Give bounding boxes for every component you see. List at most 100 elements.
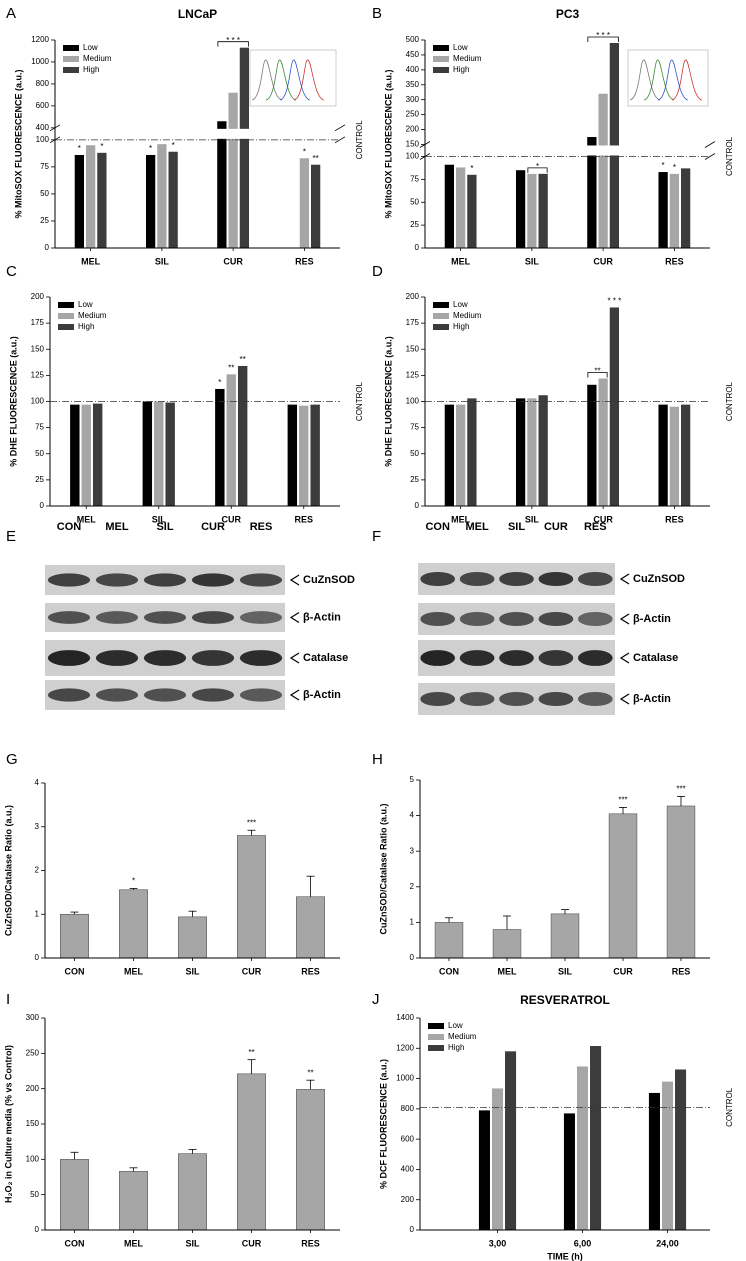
bar — [74, 154, 84, 248]
lane-label: SIL — [156, 521, 173, 533]
blot-band — [499, 650, 534, 666]
y-tick-label: 400 — [36, 123, 50, 132]
axis-break-gap — [49, 128, 346, 139]
blot-arrow — [289, 689, 300, 701]
y-tick-label: 25 — [35, 475, 44, 484]
blot-band — [577, 691, 613, 707]
y-tick-label: 25 — [410, 475, 419, 484]
bracket — [587, 372, 608, 378]
y-tick-label: 300 — [406, 95, 420, 104]
panel-letter: E — [6, 528, 16, 545]
y-tick-label: 150 — [406, 344, 420, 353]
blot-row-label: β-Actin — [303, 689, 341, 701]
y-tick-label: 150 — [406, 140, 420, 149]
x-tick-label: MEL — [498, 966, 518, 976]
y-tick-label: 2 — [410, 882, 415, 891]
error-bar — [188, 910, 197, 917]
inset-curve — [671, 59, 703, 101]
y-tick-label: 25 — [40, 216, 49, 225]
error-bar — [247, 829, 256, 836]
bar — [299, 158, 310, 248]
y-tick-label: 1000 — [396, 1074, 414, 1083]
y-tick-label: 200 — [406, 125, 420, 134]
legend-label: High — [448, 1043, 464, 1052]
y-axis-label: CuZnSOD/Catalase Ratio (a.u.) — [3, 805, 13, 936]
error-bar — [70, 911, 79, 915]
legend-label: Low — [448, 1021, 463, 1030]
panel-letter: H — [372, 751, 383, 768]
legend-swatch — [433, 45, 449, 51]
y-tick-label: 125 — [31, 370, 45, 379]
legend-label: High — [453, 65, 469, 74]
bar — [444, 164, 454, 248]
legend-label: High — [83, 65, 99, 74]
y-tick-label: 50 — [30, 1190, 39, 1199]
x-tick-label: RES — [665, 256, 684, 266]
legend-label: Medium — [453, 311, 482, 320]
y-tick-label: 150 — [26, 1119, 40, 1128]
inset-curve — [293, 59, 325, 101]
y-tick-label: 75 — [40, 162, 49, 171]
blot-band — [420, 571, 456, 587]
y-tick-label: 3 — [410, 846, 415, 855]
blot-band — [499, 611, 534, 627]
x-tick-label: CUR — [613, 966, 633, 976]
blot-band — [47, 573, 91, 587]
y-tick-label: 800 — [401, 1104, 415, 1113]
significance-label: * — [470, 164, 473, 173]
legend-swatch — [58, 313, 74, 319]
y-tick-label: 2 — [35, 866, 40, 875]
blot-arrow — [289, 611, 300, 624]
x-tick-label: MEL — [451, 514, 471, 524]
significance-label: * — [303, 147, 306, 156]
x-tick-label: CUR — [223, 256, 243, 266]
bar — [598, 378, 608, 506]
bar — [178, 1153, 207, 1231]
error-bar — [561, 909, 569, 914]
y-tick-label: 50 — [410, 197, 419, 206]
inset-curve — [629, 59, 661, 101]
blot-band — [95, 688, 139, 702]
blot-band — [47, 611, 91, 624]
significance-label: * — [149, 144, 152, 153]
reference-label: CONTROL — [355, 381, 364, 421]
panel-letter: J — [372, 991, 380, 1008]
y-tick-label: 4 — [35, 778, 40, 787]
bar — [310, 404, 320, 506]
error-bar — [129, 1167, 138, 1172]
x-tick-label: MEL — [81, 256, 101, 266]
bracket-label: * * * — [226, 36, 240, 45]
y-tick-label: 0 — [415, 243, 420, 252]
legend-label: High — [78, 322, 94, 331]
x-tick-label: RES — [294, 514, 313, 524]
error-bar — [188, 1149, 197, 1154]
significance-label: * — [132, 877, 135, 886]
bar — [97, 152, 107, 248]
legend-label: Medium — [453, 54, 482, 63]
error-bar — [677, 795, 685, 806]
bracket-label: * * * — [596, 31, 610, 40]
blot-row-label: CuZnSOD — [303, 574, 355, 586]
y-tick-label: 0 — [410, 1225, 415, 1234]
blot-arrow — [289, 652, 300, 664]
blot-band — [538, 571, 574, 587]
bar — [576, 1066, 589, 1230]
x-tick-label: SIL — [185, 1238, 200, 1248]
bar — [237, 1073, 266, 1231]
bar — [675, 1069, 687, 1230]
blot-row-label: CuZnSOD — [633, 573, 685, 585]
reference-label: CONTROL — [725, 1087, 734, 1127]
blot-band — [420, 650, 456, 666]
legend-swatch — [58, 302, 74, 308]
legend-swatch — [63, 56, 79, 62]
blot-band — [239, 611, 283, 624]
bar — [608, 813, 638, 959]
bar — [550, 913, 580, 959]
y-tick-label: 3 — [35, 822, 40, 831]
y-axis-label: % MitoSOX FLUORESCENCE (a.u.) — [13, 69, 23, 218]
blot-band — [538, 691, 574, 707]
y-tick-label: 100 — [406, 397, 420, 406]
y-tick-label: 5 — [410, 775, 415, 784]
x-tick-label: CON — [65, 1238, 85, 1248]
x-tick-label: SIL — [185, 966, 200, 976]
